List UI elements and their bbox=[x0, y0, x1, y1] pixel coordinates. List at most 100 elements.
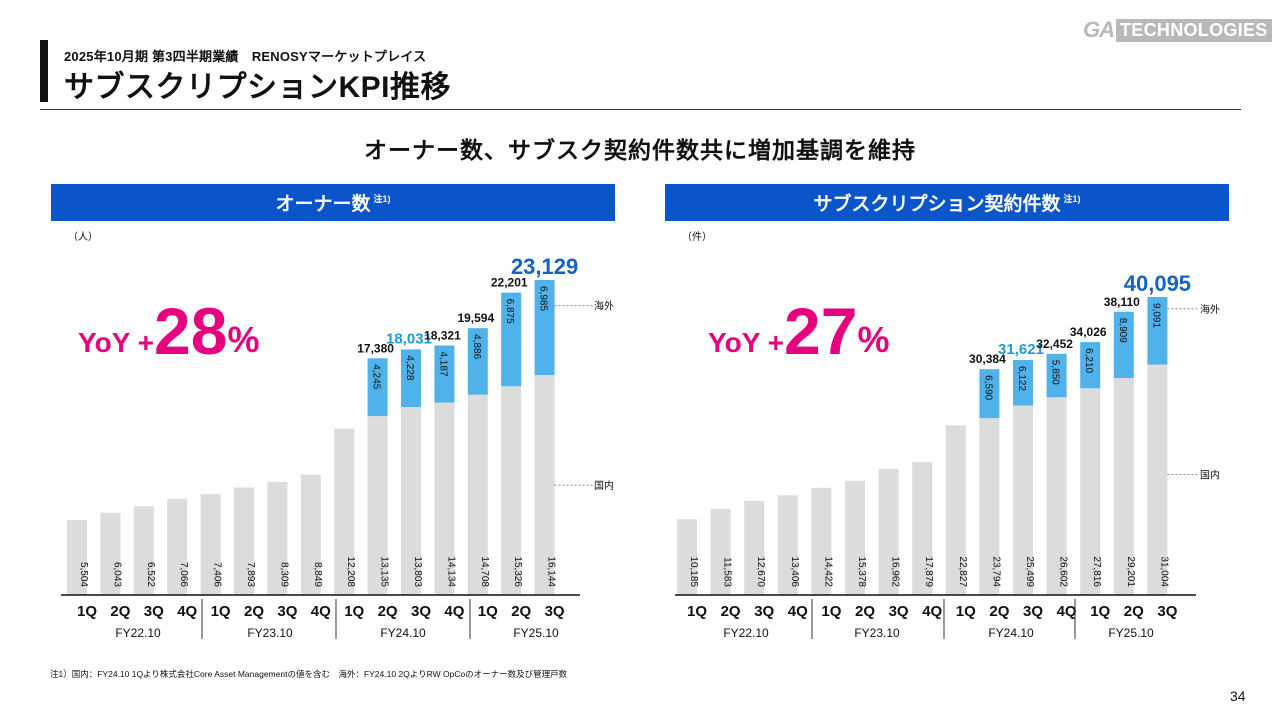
subscriptions-panel-header: サブスクリプション契約件数 注1) bbox=[665, 184, 1229, 221]
subscriptions-tick-fiscal-year: FY25.10 bbox=[1108, 626, 1154, 640]
page-number: 34 bbox=[1230, 688, 1246, 704]
owners-bar-domestic bbox=[100, 512, 121, 595]
subscriptions-bar-domestic bbox=[1046, 397, 1067, 595]
owners-bar-overseas bbox=[534, 280, 555, 376]
owners-bar-domestic bbox=[501, 386, 522, 595]
owners-tick-fiscal-year: FY22.10 bbox=[115, 626, 161, 640]
owners-bar-overseas bbox=[467, 328, 488, 395]
owners-label-overseas: 4,245 bbox=[371, 364, 382, 389]
subscriptions-tick-quarter: 1Q bbox=[956, 603, 976, 620]
subscriptions-bar-domestic bbox=[945, 425, 966, 595]
subscriptions-bar-domestic bbox=[1080, 388, 1101, 595]
subscriptions-label-domestic: 13,406 bbox=[789, 556, 800, 587]
owners-panel-title: オーナー数 bbox=[275, 194, 371, 215]
subscriptions-bar-domestic bbox=[777, 495, 798, 595]
subscriptions-label-overseas: 5,850 bbox=[1050, 360, 1061, 385]
owners-label-overseas: 4,886 bbox=[471, 334, 482, 359]
owners-label-domestic: 8,309 bbox=[278, 562, 289, 587]
logo-technologies: TECHNOLOGIES bbox=[1116, 18, 1272, 42]
owners-tick-quarter: 2Q bbox=[244, 603, 264, 620]
owners-label-domestic: 14,708 bbox=[479, 556, 490, 587]
owners-tick-quarter: 4Q bbox=[444, 603, 464, 620]
subscriptions-tick-quarter: 3Q bbox=[754, 603, 774, 620]
owners-tick-quarter: 1Q bbox=[478, 603, 498, 620]
subscriptions-bar-overseas bbox=[1080, 342, 1101, 389]
subscriptions-label-domestic: 26,602 bbox=[1058, 556, 1069, 587]
owners-label-domestic: 5,504 bbox=[78, 562, 89, 587]
owners-label-domestic: 14,134 bbox=[445, 556, 456, 587]
subscriptions-legend-overseas: 海外 bbox=[1200, 303, 1220, 316]
subscriptions-tick-quarter: 2Q bbox=[721, 603, 741, 620]
owners-tick-quarter: 1Q bbox=[77, 603, 97, 620]
owners-label-total: 22,201 bbox=[491, 276, 528, 290]
owners-label-total: 18,031 bbox=[386, 330, 432, 347]
owners-label-total: 19,594 bbox=[457, 311, 494, 325]
title-accent-bar bbox=[40, 40, 48, 102]
subscriptions-tick-quarter: 2Q bbox=[855, 603, 875, 620]
subscriptions-label-overseas: 6,590 bbox=[982, 375, 993, 400]
owners-label-overseas: 6,875 bbox=[504, 299, 515, 324]
subscriptions-bar-domestic bbox=[979, 418, 1000, 595]
page-title: サブスクリプションKPI推移 bbox=[64, 71, 452, 104]
owners-tick-fiscal-year: FY24.10 bbox=[380, 626, 426, 640]
subscriptions-label-domestic: 16,962 bbox=[890, 556, 901, 587]
owners-label-total: 17,380 bbox=[357, 341, 394, 355]
subscriptions-tick-quarter: 4Q bbox=[922, 603, 942, 620]
owners-bar-overseas bbox=[434, 345, 455, 403]
subscriptions-tick-quarter: 1Q bbox=[1090, 603, 1110, 620]
subscriptions-label-domestic: 23,794 bbox=[990, 556, 1001, 587]
subscriptions-bar-domestic bbox=[1147, 364, 1168, 595]
owners-bar-domestic bbox=[167, 498, 188, 595]
subscriptions-label-domestic: 11,583 bbox=[722, 557, 733, 587]
subscriptions-label-total: 30,384 bbox=[969, 352, 1006, 366]
subscriptions-label-domestic: 22,827 bbox=[957, 556, 968, 587]
owners-bar-domestic bbox=[300, 474, 321, 595]
owners-bar-domestic bbox=[133, 506, 154, 595]
subscriptions-bar-domestic bbox=[710, 508, 731, 595]
subscriptions-tick-quarter: 4Q bbox=[1057, 603, 1077, 620]
owners-tick-quarter: 3Q bbox=[144, 603, 164, 620]
subscriptions-tick-quarter: 1Q bbox=[821, 603, 841, 620]
owners-label-total: 18,321 bbox=[424, 328, 461, 342]
subscriptions-bar-overseas bbox=[1046, 353, 1067, 398]
subscriptions-label-total: 32,452 bbox=[1036, 337, 1073, 351]
owners-label-overseas: 4,228 bbox=[404, 355, 415, 380]
owners-tick-fiscal-year: FY25.10 bbox=[513, 626, 559, 640]
subscriptions-label-overseas: 9,091 bbox=[1150, 303, 1161, 328]
owners-bar-domestic bbox=[434, 402, 455, 595]
owners-bar-domestic bbox=[200, 494, 221, 595]
subscriptions-bar-domestic bbox=[1113, 377, 1134, 595]
subscriptions-tick-fiscal-year: FY23.10 bbox=[854, 626, 900, 640]
owners-label-domestic: 13,803 bbox=[412, 556, 423, 587]
owners-tick-quarter: 1Q bbox=[211, 603, 231, 620]
owners-tick-quarter: 4Q bbox=[311, 603, 331, 620]
owners-label-domestic: 7,066 bbox=[178, 562, 189, 587]
owners-tick-quarter: 2Q bbox=[110, 603, 130, 620]
subscriptions-label-domestic: 25,499 bbox=[1024, 556, 1035, 587]
owners-bar-overseas bbox=[401, 349, 421, 408]
subscriptions-label-overseas: 6,122 bbox=[1016, 366, 1027, 391]
owners-tick-quarter: 2Q bbox=[511, 603, 531, 620]
logo-ga: GA bbox=[1083, 17, 1115, 42]
subscriptions-label-domestic: 14,422 bbox=[822, 556, 833, 587]
subscriptions-label-domestic: 27,816 bbox=[1091, 556, 1102, 587]
subscriptions-label-total: 40,095 bbox=[1124, 271, 1191, 296]
owners-tick-fiscal-year: FY23.10 bbox=[247, 626, 293, 640]
subscriptions-legend-domestic: 国内 bbox=[1200, 469, 1220, 482]
owners-yoy-callout: YoY +28% bbox=[78, 294, 259, 368]
company-logo: GA TECHNOLOGIES bbox=[1083, 17, 1272, 43]
owners-bar-domestic bbox=[234, 487, 254, 595]
subscriptions-bar-domestic bbox=[845, 480, 865, 595]
title-divider bbox=[40, 109, 1241, 110]
subscriptions-label-total: 34,026 bbox=[1070, 325, 1107, 339]
subscriptions-tick-fiscal-year: FY22.10 bbox=[723, 626, 769, 640]
subscriptions-label-total: 31,621 bbox=[998, 341, 1044, 358]
subscriptions-tick-quarter: 4Q bbox=[788, 603, 808, 620]
owners-label-total: 23,129 bbox=[511, 254, 578, 279]
owners-tick-quarter: 3Q bbox=[277, 603, 297, 620]
owners-label-domestic: 12,208 bbox=[345, 556, 356, 587]
subscriptions-label-domestic: 29,201 bbox=[1125, 556, 1136, 587]
subscriptions-tick-fiscal-year: FY24.10 bbox=[988, 626, 1034, 640]
subscriptions-tick-quarter: 3Q bbox=[1023, 603, 1043, 620]
footnote: 注1）国内：FY24.10 1Qより株式会社Core Asset Managem… bbox=[50, 669, 568, 679]
